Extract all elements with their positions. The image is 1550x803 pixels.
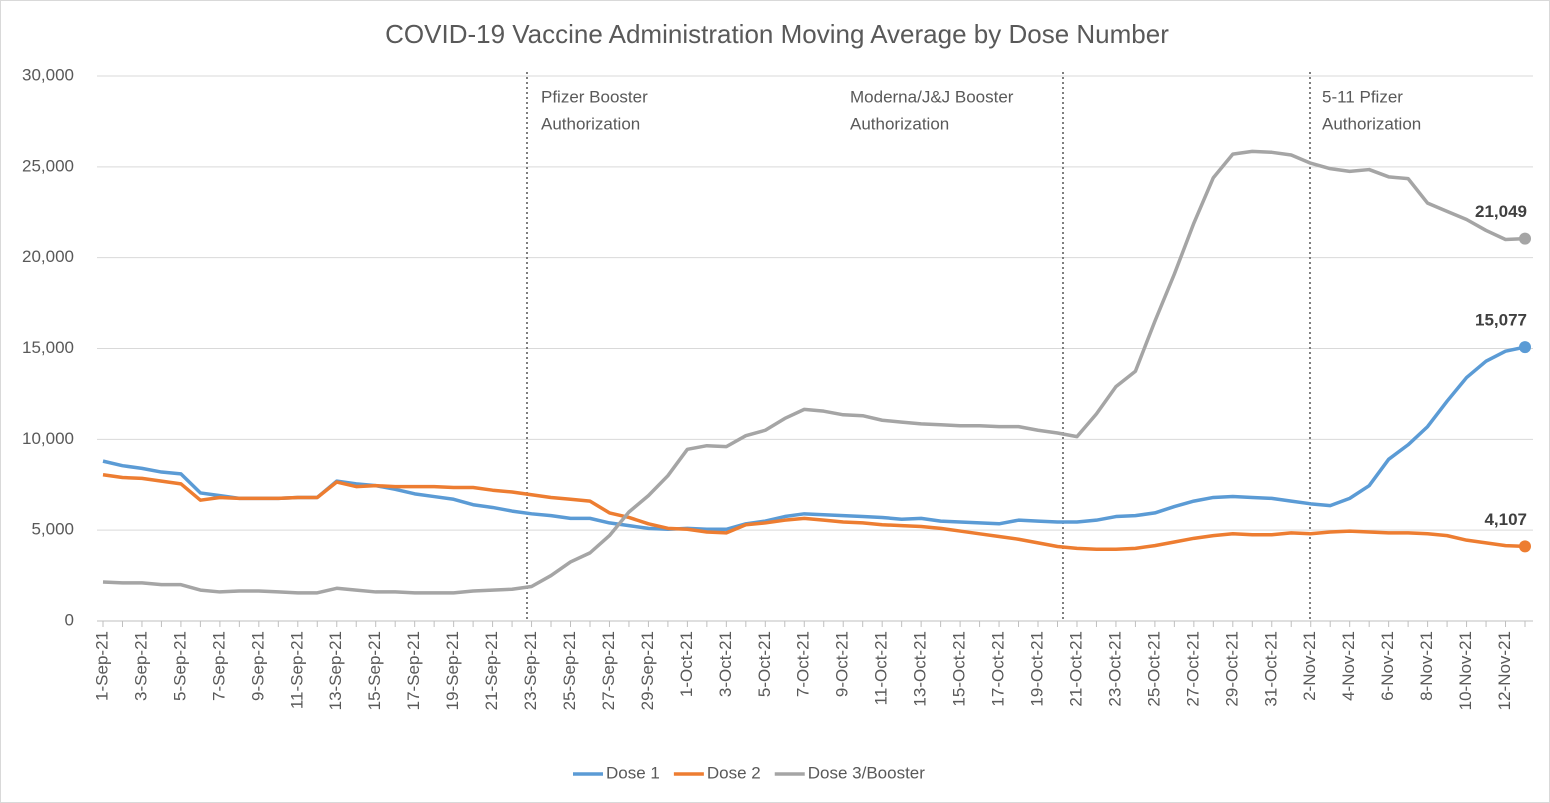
x-tick-label: 25-Sep-21 (560, 631, 579, 710)
x-tick-label: 13-Oct-21 (911, 631, 930, 707)
x-tick-label: 6-Nov-21 (1378, 631, 1397, 701)
annotation-text: Authorization (1322, 114, 1421, 133)
x-tick-label: 1-Oct-21 (677, 631, 696, 697)
x-tick-label: 12-Nov-21 (1495, 631, 1514, 710)
chart-title: COVID-19 Vaccine Administration Moving A… (385, 19, 1169, 49)
x-tick-label: 21-Sep-21 (482, 631, 501, 710)
x-tick-label: 15-Oct-21 (950, 631, 969, 707)
x-tick-label: 5-Sep-21 (170, 631, 189, 701)
legend-label: Dose 2 (707, 763, 761, 782)
end-point (1519, 341, 1531, 354)
x-tick-label: 1-Sep-21 (92, 631, 111, 701)
end-point (1519, 540, 1531, 553)
x-tick-label: 11-Oct-21 (872, 631, 891, 705)
x-tick-label: 7-Oct-21 (794, 631, 813, 697)
x-tick-label: 19-Sep-21 (443, 631, 462, 710)
x-tick-label: 10-Nov-21 (1456, 631, 1475, 710)
x-tick-label: 21-Oct-21 (1066, 631, 1085, 707)
y-tick-label: 10,000 (22, 429, 74, 448)
legend-label: Dose 3/Booster (808, 763, 926, 782)
x-tick-label: 7-Sep-21 (209, 631, 228, 701)
y-tick-label: 15,000 (22, 338, 74, 357)
x-tick-label: 25-Oct-21 (1144, 631, 1163, 707)
x-tick-label: 31-Oct-21 (1261, 631, 1280, 707)
y-tick-label: 5,000 (31, 520, 74, 539)
x-tick-label: 3-Oct-21 (716, 631, 735, 697)
x-tick-label: 17-Oct-21 (989, 631, 1008, 707)
x-tick-label: 17-Sep-21 (404, 631, 423, 710)
annotation-text: 5-11 Pfizer (1322, 87, 1403, 106)
x-tick-label: 3-Sep-21 (131, 631, 150, 701)
annotation-text: Pfizer Booster (541, 87, 648, 106)
x-tick-label: 29-Sep-21 (638, 631, 657, 710)
x-tick-label: 13-Sep-21 (326, 631, 345, 710)
x-tick-label: 4-Nov-21 (1339, 631, 1358, 701)
x-tick-label: 9-Oct-21 (833, 631, 852, 697)
annotation-text: Authorization (850, 114, 949, 133)
x-tick-label: 23-Oct-21 (1105, 631, 1124, 707)
annotation-text: Moderna/J&J Booster (850, 87, 1014, 106)
y-tick-label: 30,000 (22, 65, 74, 84)
x-tick-label: 19-Oct-21 (1027, 631, 1046, 707)
y-tick-label: 25,000 (22, 156, 74, 175)
x-tick-label: 11-Sep-21 (287, 631, 306, 709)
x-tick-label: 29-Oct-21 (1222, 631, 1241, 707)
series-line (102, 149, 1526, 595)
x-tick-label: 8-Nov-21 (1417, 631, 1436, 701)
x-tick-label: 23-Sep-21 (521, 631, 540, 710)
end-point (1519, 232, 1531, 245)
series-line (102, 473, 1526, 551)
data-label: 15,077 (1475, 311, 1527, 330)
data-label: 21,049 (1475, 202, 1527, 221)
x-tick-label: 27-Sep-21 (599, 631, 618, 710)
y-tick-label: 0 (65, 610, 74, 629)
annotation-text: Authorization (541, 114, 640, 133)
x-tick-label: 2-Nov-21 (1300, 631, 1319, 701)
x-tick-label: 15-Sep-21 (365, 631, 384, 710)
x-tick-label: 27-Oct-21 (1183, 631, 1202, 707)
x-tick-label: 5-Oct-21 (755, 631, 774, 697)
legend-label: Dose 1 (606, 763, 660, 782)
data-label: 4,107 (1484, 510, 1527, 529)
x-tick-label: 9-Sep-21 (248, 631, 267, 701)
y-tick-label: 20,000 (22, 247, 74, 266)
